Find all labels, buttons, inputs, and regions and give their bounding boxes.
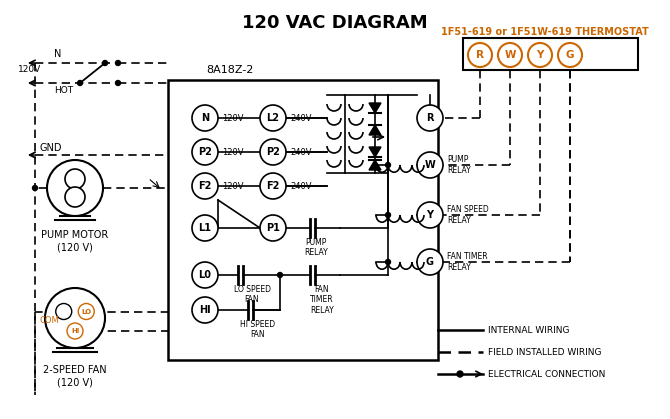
Circle shape (33, 186, 38, 191)
Text: INTERNAL WIRING: INTERNAL WIRING (488, 326, 570, 334)
Circle shape (115, 60, 121, 65)
Text: PUMP
RELAY: PUMP RELAY (304, 238, 328, 257)
Text: R: R (426, 113, 433, 123)
Text: G: G (426, 257, 434, 267)
Text: 8A18Z-2: 8A18Z-2 (206, 65, 254, 75)
Polygon shape (369, 147, 381, 157)
Text: FIELD INSTALLED WIRING: FIELD INSTALLED WIRING (488, 347, 602, 357)
Text: W: W (425, 160, 436, 170)
Text: ELECTRICAL CONNECTION: ELECTRICAL CONNECTION (488, 370, 606, 378)
Circle shape (457, 371, 463, 377)
Text: HOT: HOT (54, 86, 74, 95)
Circle shape (103, 60, 107, 65)
Text: P2: P2 (266, 147, 280, 157)
Circle shape (498, 43, 522, 67)
Circle shape (468, 43, 492, 67)
Circle shape (385, 163, 391, 168)
Bar (463, 38, 638, 70)
Polygon shape (369, 103, 381, 113)
Circle shape (260, 105, 286, 131)
Circle shape (65, 169, 85, 189)
Text: 240V: 240V (290, 147, 312, 157)
Text: FAN TIMER
RELAY: FAN TIMER RELAY (447, 252, 488, 272)
Text: N: N (54, 49, 62, 59)
Text: N: N (201, 113, 209, 123)
Circle shape (47, 160, 103, 216)
Text: HI SPEED
FAN: HI SPEED FAN (241, 320, 275, 339)
Circle shape (192, 215, 218, 241)
Text: L1: L1 (198, 223, 212, 233)
Text: GND: GND (40, 143, 62, 153)
Circle shape (417, 152, 443, 178)
Text: 1F51-619 or 1F51W-619 THERMOSTAT: 1F51-619 or 1F51W-619 THERMOSTAT (441, 27, 649, 37)
Circle shape (67, 323, 83, 339)
Text: F2: F2 (266, 181, 279, 191)
Text: 120V: 120V (222, 147, 243, 157)
Text: P2: P2 (198, 147, 212, 157)
Circle shape (192, 139, 218, 165)
Text: HI: HI (199, 305, 211, 315)
Circle shape (417, 105, 443, 131)
Text: R: R (476, 50, 484, 60)
Text: 120V: 120V (18, 65, 42, 74)
Circle shape (417, 249, 443, 275)
Circle shape (192, 173, 218, 199)
Circle shape (260, 215, 286, 241)
Text: HI: HI (71, 328, 79, 334)
Circle shape (192, 262, 218, 288)
Circle shape (277, 272, 283, 277)
Circle shape (528, 43, 552, 67)
Text: FAN SPEED
RELAY: FAN SPEED RELAY (447, 205, 488, 225)
Circle shape (78, 303, 94, 320)
Text: P1: P1 (266, 223, 280, 233)
Circle shape (385, 212, 391, 217)
Circle shape (192, 297, 218, 323)
Text: 120 VAC DIAGRAM: 120 VAC DIAGRAM (242, 14, 428, 32)
Polygon shape (369, 125, 381, 135)
Text: FAN
TIMER
RELAY: FAN TIMER RELAY (310, 285, 334, 315)
Circle shape (385, 259, 391, 264)
Text: 2-SPEED FAN
(120 V): 2-SPEED FAN (120 V) (43, 365, 107, 388)
Circle shape (192, 105, 218, 131)
Text: Y: Y (536, 50, 543, 60)
Circle shape (417, 202, 443, 228)
Text: 120V: 120V (222, 114, 243, 122)
Text: F2: F2 (198, 181, 212, 191)
Circle shape (260, 173, 286, 199)
Circle shape (78, 80, 82, 85)
Circle shape (558, 43, 582, 67)
Circle shape (65, 187, 85, 207)
Circle shape (56, 303, 72, 320)
Text: LO SPEED
FAN: LO SPEED FAN (234, 285, 271, 304)
Text: L0: L0 (198, 270, 212, 280)
Text: PUMP MOTOR
(120 V): PUMP MOTOR (120 V) (42, 230, 109, 252)
Text: 240V: 240V (290, 181, 312, 191)
Circle shape (115, 80, 121, 85)
Text: PUMP
RELAY: PUMP RELAY (447, 155, 471, 175)
Text: Y: Y (427, 210, 433, 220)
Bar (168, 80, 438, 360)
Text: LO: LO (81, 308, 91, 315)
Circle shape (45, 288, 105, 348)
Text: 120V: 120V (222, 181, 243, 191)
Text: L2: L2 (267, 113, 279, 123)
Text: 240V: 240V (290, 114, 312, 122)
Polygon shape (369, 160, 381, 170)
Text: COM: COM (40, 316, 60, 324)
Text: W: W (505, 50, 516, 60)
Circle shape (260, 139, 286, 165)
Text: G: G (565, 50, 574, 60)
